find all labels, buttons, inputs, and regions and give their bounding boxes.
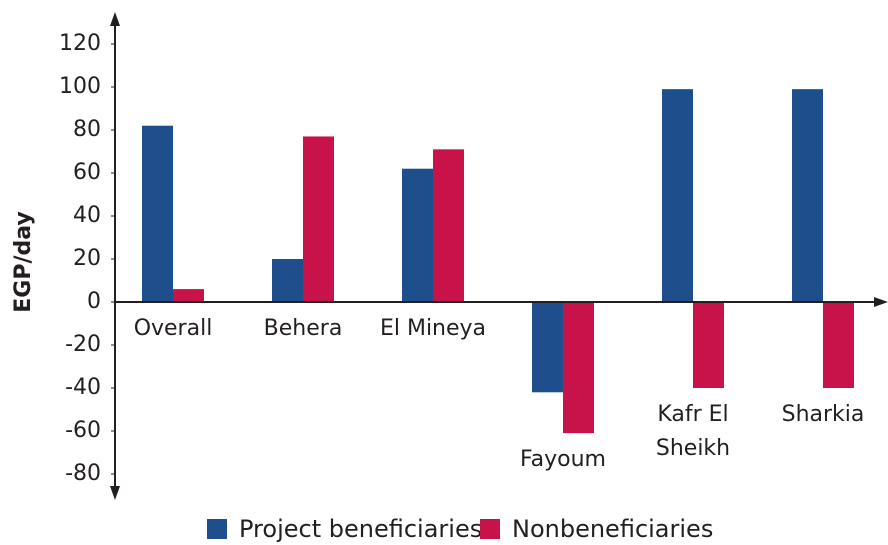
y-tick-label: -80 <box>65 461 101 486</box>
legend-label: Project beneficiaries <box>239 515 482 543</box>
y-tick-label: 120 <box>59 31 101 56</box>
y-arrow-top <box>110 12 120 26</box>
x-arrow <box>874 297 888 307</box>
y-tick-label: 0 <box>87 289 101 314</box>
y-tick-label: 80 <box>73 117 101 142</box>
bar <box>142 125 173 302</box>
bar <box>433 149 464 302</box>
bar <box>693 302 724 388</box>
x-tick-label: Fayoum <box>520 447 606 473</box>
y-arrow-bottom <box>110 486 120 500</box>
x-tick-label: Behera <box>263 316 343 341</box>
bar <box>563 302 594 434</box>
y-tick-label: 40 <box>73 203 101 228</box>
bar <box>303 136 334 302</box>
x-tick-label: Overall <box>133 316 213 341</box>
y-tick-label: 60 <box>73 160 101 185</box>
y-tick-label: 100 <box>59 74 101 99</box>
legend-label: Nonbeneficiaries <box>512 515 713 543</box>
bar <box>532 302 563 393</box>
y-axis-label: EGP/day <box>11 211 36 313</box>
bar <box>402 168 433 302</box>
x-tick-label: Sharkia <box>781 402 865 427</box>
bar <box>792 89 823 303</box>
legend-swatch <box>207 519 227 539</box>
x-tick-label: El Mineya <box>379 316 487 341</box>
bar <box>272 259 303 302</box>
y-tick-label: -20 <box>65 332 101 357</box>
bar <box>173 289 204 302</box>
bar <box>823 302 854 388</box>
x-tick-label: Kafr El Sheikh <box>655 402 731 461</box>
legend-swatch <box>480 519 500 539</box>
y-tick-label: -60 <box>65 418 101 443</box>
y-tick-label: -40 <box>65 375 101 400</box>
bar <box>662 89 693 303</box>
y-tick-label: 20 <box>73 246 101 271</box>
